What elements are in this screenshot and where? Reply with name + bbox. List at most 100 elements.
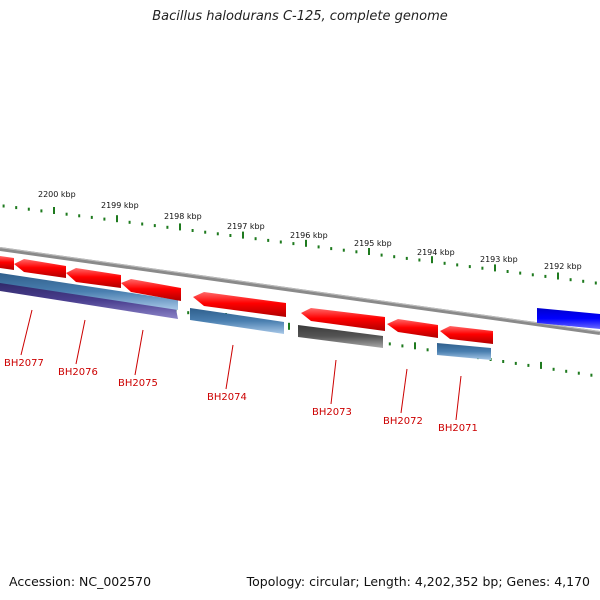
gene-label-line	[400, 368, 408, 414]
minor-tick	[40, 209, 43, 213]
minor-tick	[15, 206, 18, 210]
cds-arrow	[301, 308, 385, 331]
major-tick	[557, 272, 559, 280]
steelblue-feature-bar	[0, 273, 178, 310]
minor-tick	[514, 361, 517, 365]
minor-tick	[292, 242, 295, 246]
minor-tick	[577, 371, 580, 375]
gene-label-bh2072: BH2072	[383, 416, 423, 427]
minor-tick	[405, 256, 408, 260]
cds-arrow	[14, 259, 66, 278]
minor-tick	[78, 214, 81, 218]
cds-arrow	[440, 326, 493, 344]
minor-tick	[191, 229, 194, 232]
minor-tick	[65, 212, 68, 216]
cds-arrow	[387, 319, 438, 338]
accession-text: Accession: NC_002570	[9, 574, 152, 589]
cds-arrow	[121, 279, 181, 301]
minor-tick	[426, 348, 429, 352]
minor-tick	[594, 281, 597, 285]
major-tick	[116, 215, 118, 223]
kbp-label: 2193 kbp	[480, 255, 518, 264]
major-tick	[414, 342, 416, 350]
minor-tick	[388, 342, 391, 346]
minor-tick	[187, 311, 190, 315]
minor-tick	[401, 344, 404, 348]
minor-tick	[279, 240, 282, 244]
gene-label-line	[330, 359, 337, 405]
gene-label-line	[20, 309, 33, 356]
dark-blue-feature-bar	[0, 282, 178, 319]
minor-tick	[519, 271, 522, 275]
major-tick	[288, 322, 290, 330]
major-tick	[53, 207, 55, 214]
minor-tick	[565, 369, 568, 373]
gene-label-line	[134, 329, 144, 376]
minor-tick	[481, 266, 484, 270]
minor-tick	[502, 360, 505, 363]
minor-tick	[267, 238, 270, 242]
kbp-tick-row-top	[2, 204, 597, 285]
major-tick	[242, 231, 244, 239]
map-title: Bacillus halodurans C-125, complete geno…	[152, 9, 448, 24]
kbp-label: 2198 kbp	[164, 212, 202, 221]
minor-tick	[456, 263, 459, 267]
minor-tick	[355, 250, 358, 254]
minor-tick	[468, 265, 471, 269]
gene-label-bh2077: BH2077	[4, 358, 44, 369]
minor-tick	[254, 237, 257, 241]
kbp-label: 2196 kbp	[290, 231, 328, 240]
kbp-label: 2195 kbp	[354, 239, 392, 248]
major-tick	[368, 248, 370, 255]
minor-tick	[153, 224, 156, 228]
gene-label-bh2075: BH2075	[118, 378, 158, 389]
minor-tick	[527, 363, 530, 367]
genome-backbone	[0, 247, 600, 335]
minor-tick	[443, 261, 446, 265]
kbp-label: 2197 kbp	[227, 222, 265, 231]
minor-tick	[582, 279, 585, 283]
minor-tick	[90, 215, 93, 219]
gene-label-bh2071: BH2071	[438, 423, 478, 434]
minor-tick	[544, 274, 547, 278]
minor-tick	[418, 258, 421, 262]
kbp-label: 2192 kbp	[544, 262, 582, 271]
minor-tick	[342, 248, 345, 252]
gene-label-bh2076: BH2076	[58, 367, 98, 378]
cds-arrow	[193, 292, 286, 317]
cds-arrow	[0, 256, 14, 270]
kbp-label: 2194 kbp	[417, 248, 455, 257]
minor-tick	[229, 234, 232, 237]
minor-tick	[204, 230, 207, 234]
minor-tick	[166, 225, 169, 229]
minor-tick	[569, 278, 572, 282]
minor-tick	[216, 232, 219, 236]
minor-tick	[380, 253, 383, 257]
minor-tick	[330, 247, 333, 251]
cds-arrow	[66, 268, 121, 288]
minor-tick	[2, 204, 5, 208]
major-tick	[540, 361, 542, 369]
gene-label-line	[225, 344, 234, 390]
minor-tick	[141, 222, 144, 226]
minor-tick	[103, 217, 106, 221]
gray-feature-bar	[298, 325, 383, 348]
major-tick	[179, 223, 181, 231]
blue-feature-block	[537, 308, 600, 329]
gene-label-line	[455, 375, 462, 421]
gene-label-bh2073: BH2073	[312, 407, 352, 418]
major-tick	[431, 256, 433, 264]
major-tick	[494, 264, 496, 272]
topology-text: Topology: circular; Length: 4,202,352 bp…	[246, 574, 590, 589]
minor-tick	[552, 367, 555, 371]
major-tick	[305, 239, 307, 247]
kbp-label: 2200 kbp	[38, 190, 76, 199]
minor-tick	[27, 207, 30, 211]
kbp-label: 2199 kbp	[101, 201, 139, 210]
steelblue-feature-bar	[190, 308, 284, 334]
steelblue-feature-bar	[437, 343, 491, 360]
gene-label-line	[75, 319, 86, 365]
minor-tick	[393, 255, 396, 259]
minor-tick	[317, 245, 320, 249]
